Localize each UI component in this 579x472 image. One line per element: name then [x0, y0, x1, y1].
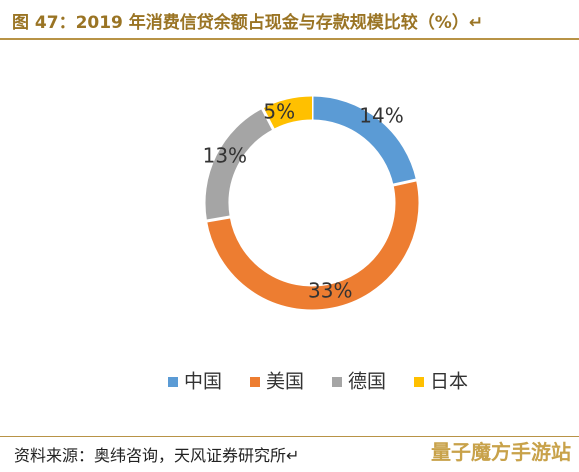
chart-title: 图 47：2019 年消费信贷余额占现金与存款规模比较（%）↵ — [12, 13, 484, 33]
slice-separator-3 — [260, 107, 275, 131]
slice-label-3: 5% — [263, 99, 295, 123]
donut-slice-1 — [207, 180, 419, 310]
footer-divider — [0, 436, 579, 437]
legend-swatch-3 — [414, 377, 424, 387]
legend-label-1: 美国 — [266, 371, 304, 393]
source-note: 资料来源：奥纬咨询，天风证券研究所↵ — [14, 446, 300, 465]
donut-slice-0 — [311, 96, 416, 186]
legend-swatch-2 — [332, 377, 342, 387]
slice-label-1: 33% — [308, 279, 352, 303]
donut-chart: 14% 33% 13% 5% 中国 美国 德国 日本 — [168, 95, 468, 393]
donut-slice-2 — [205, 108, 274, 221]
title-divider — [0, 38, 579, 40]
legend-swatch-1 — [250, 377, 260, 387]
legend: 中国 美国 德国 日本 — [168, 371, 468, 393]
slice-label-2: 13% — [203, 143, 247, 167]
slice-separator-2 — [205, 215, 231, 223]
legend-label-3: 日本 — [430, 371, 468, 393]
watermark: 量子魔方手游站 — [431, 440, 571, 464]
slice-label-0: 14% — [359, 103, 403, 127]
legend-label-2: 德国 — [348, 371, 386, 393]
donut-slices — [205, 95, 419, 310]
legend-label-0: 中国 — [184, 371, 222, 393]
donut-slice-3 — [262, 96, 313, 130]
slice-labels: 14% 33% 13% 5% — [203, 99, 404, 302]
legend-swatch-0 — [168, 377, 178, 387]
slice-separator-1 — [392, 178, 418, 187]
